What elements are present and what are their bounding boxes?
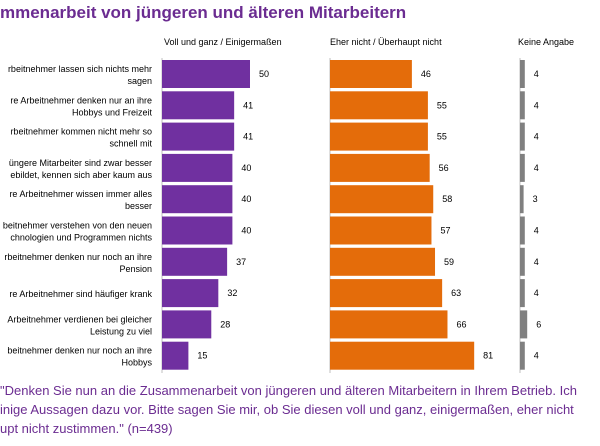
data-label: 4 [534,288,539,298]
category-label: beitnehmer verstehen von den neuen chnolo… [3,221,153,243]
data-label: 66 [456,319,466,329]
bar [330,122,428,151]
data-label: 37 [236,257,246,267]
bar [520,60,525,88]
data-label: 59 [444,257,454,267]
footnote-line: inige Aussagen dazu vor. Bitte sagen Sie… [0,402,574,417]
bar [330,341,475,370]
bar [520,310,528,339]
legend-entry: Voll und ganz / Einigermaßen [164,37,282,47]
bar [520,279,525,308]
bar [330,216,432,245]
data-label: 55 [437,132,447,142]
category-label: re Arbeitnehmer sind häufiger krank [9,289,152,299]
data-label: 41 [243,100,253,110]
data-label: 41 [243,132,253,142]
category-label: üngere Mitarbeiter sind zwar besser ebild… [9,158,153,180]
data-label: 55 [437,100,447,110]
bar [162,216,233,245]
data-label: 15 [197,351,207,361]
data-label: 57 [440,226,450,236]
category-label: re Arbeitnehmer wissen immer alles besser [9,189,152,211]
data-label: 4 [534,69,539,79]
bar [330,247,436,276]
data-label: 6 [536,319,541,329]
data-label: 4 [534,226,539,236]
bar [520,122,525,151]
data-label: 63 [451,288,461,298]
question-footnote: "Denken Sie nun an die Zusammenarbeit vo… [0,381,600,438]
data-label: 4 [534,163,539,173]
bar [330,279,443,308]
bar [330,60,412,88]
footnote-line: "Denken Sie nun an die Zusammenarbeit vo… [0,383,577,398]
data-label: 3 [533,194,538,204]
bar [330,185,434,214]
bar [162,91,235,120]
legend-entry: Keine Angabe [518,37,574,47]
category-label: re Arbeitnehmer denken nur an ihre Hobbys… [10,95,152,117]
data-label: 56 [439,163,449,173]
footnote-line: upt nicht zustimmen." (n=439) [0,421,173,436]
bar [520,153,525,182]
data-label: 46 [421,69,431,79]
category-label: rbeitnehmer denken nur noch an ihre Pensi… [4,252,152,274]
data-label: 50 [259,69,269,79]
bar [162,310,212,339]
category-label: rbeitnehmer kommen nicht mehr so schnell … [10,127,152,149]
bar [520,185,524,214]
data-label: 4 [534,100,539,110]
bar [162,153,233,182]
bar [162,60,250,88]
chart-title: mmenarbeit von jüngeren und älteren Mita… [0,3,407,22]
bar [162,185,233,214]
data-label: 28 [220,319,230,329]
bar [162,341,189,370]
data-label: 4 [534,132,539,142]
data-label: 40 [241,163,251,173]
category-label: rbeitnehmer lassen sich nichts mehr sagen [8,64,152,86]
bar-chart: Voll und ganz / Einigermaßen Eher nicht /… [3,37,574,373]
data-label: 40 [241,226,251,236]
bar [330,91,428,120]
bar [520,341,525,370]
category-label: beitnehmer denken nur noch an ihre Hobbys [7,346,152,368]
bar [520,216,525,245]
bar [162,247,228,276]
legend-entry: Eher nicht / Überhaupt nicht [330,37,442,47]
bar [330,153,430,182]
bar [520,91,525,120]
bar [520,247,525,276]
data-label: 40 [241,194,251,204]
data-label: 32 [227,288,237,298]
bar [162,122,235,151]
bar [162,279,219,308]
data-label: 81 [483,351,493,361]
data-label: 4 [534,351,539,361]
data-label: 4 [534,257,539,267]
bar [330,310,448,339]
category-label: Arbeitnehmer verdienen bei gleicher Leist… [7,314,152,336]
data-label: 58 [442,194,452,204]
